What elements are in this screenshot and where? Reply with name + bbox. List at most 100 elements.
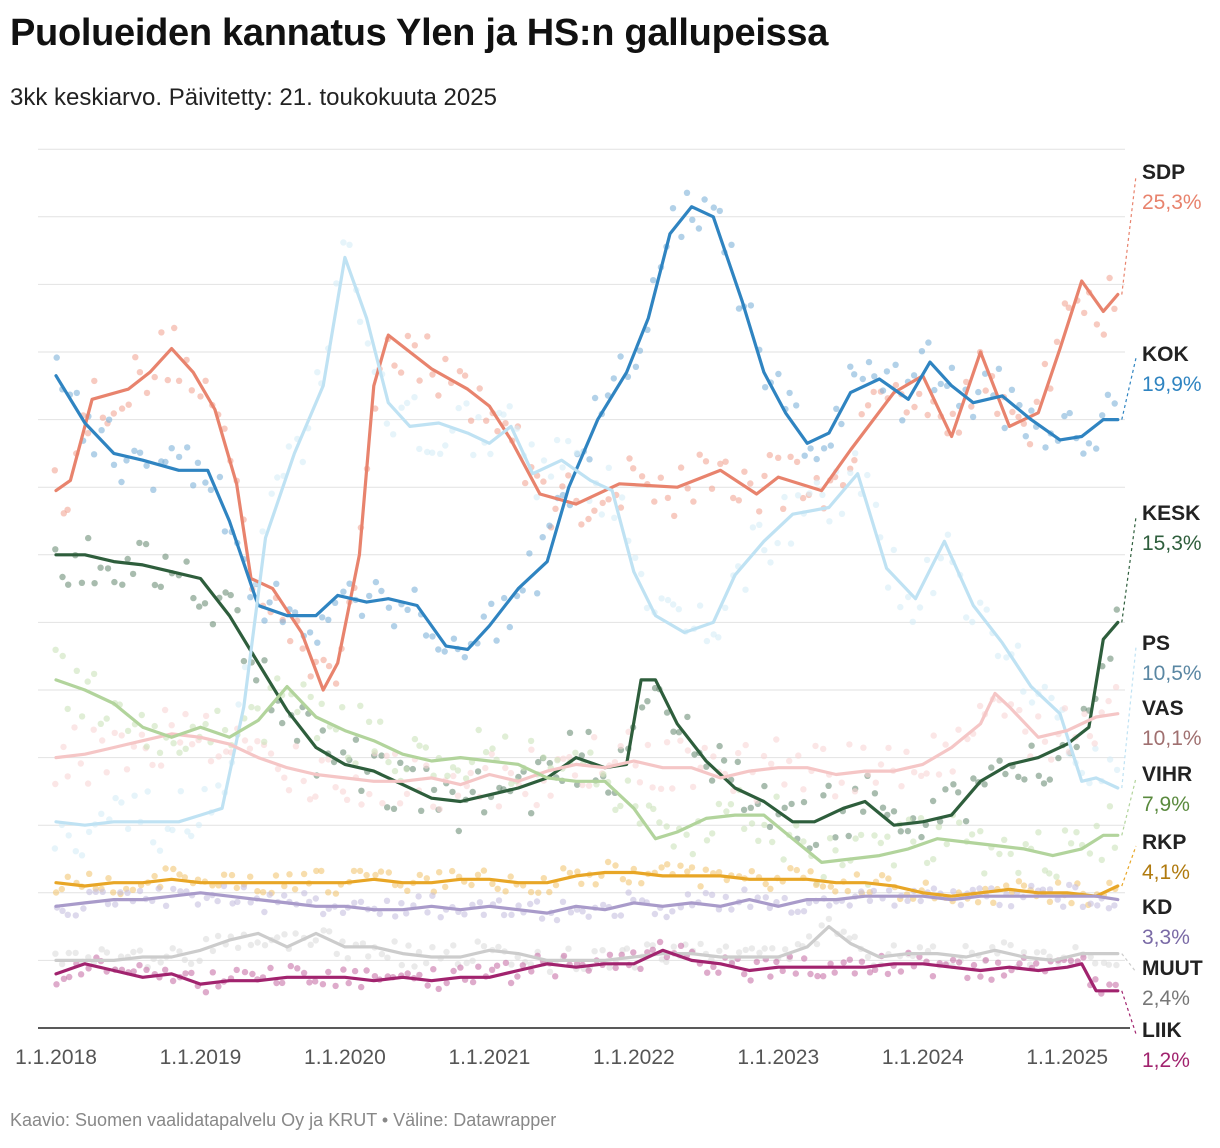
poll-dot: [604, 858, 612, 866]
poll-dot: [677, 942, 685, 949]
poll-dot: [644, 698, 651, 705]
poll-dot: [312, 793, 319, 800]
poll-dot: [1022, 728, 1029, 735]
poll-dot: [136, 962, 143, 969]
poll-dot: [73, 389, 81, 397]
series-line-ps: [54, 255, 1120, 827]
poll-dot: [194, 901, 202, 908]
poll-dot: [359, 940, 367, 947]
poll-dot: [994, 652, 1002, 660]
poll-dot: [378, 752, 385, 759]
poll-dot: [767, 885, 774, 892]
poll-dot: [866, 897, 874, 904]
poll-dot: [300, 969, 308, 977]
poll-dot: [162, 966, 169, 973]
poll-dot: [1100, 331, 1108, 338]
poll-dot: [72, 912, 80, 919]
poll-dot: [527, 900, 534, 908]
poll-dot: [860, 744, 867, 751]
poll-dot: [383, 897, 391, 904]
poll-dot: [221, 726, 229, 734]
poll-dot: [474, 871, 482, 878]
poll-dot: [643, 941, 651, 948]
poll-dot: [502, 420, 509, 427]
poll-dot: [911, 403, 918, 411]
poll-dot: [565, 437, 572, 445]
poll-dot: [430, 786, 438, 794]
poll-dot: [528, 746, 535, 753]
poll-dot: [1046, 886, 1054, 893]
poll-dot: [1111, 305, 1118, 312]
poll-dot: [164, 376, 171, 384]
poll-dot: [350, 867, 358, 875]
poll-dot: [1061, 705, 1069, 712]
poll-dot: [1072, 944, 1079, 951]
poll-dot: [51, 467, 58, 474]
poll-dot: [130, 968, 137, 975]
chart-title: Puolueiden kannatus Ylen ja HS:n gallupe…: [10, 12, 829, 54]
series-value-label: 7,9%: [1142, 793, 1190, 816]
poll-dot: [281, 892, 288, 899]
poll-dot: [306, 979, 313, 986]
poll-dot: [52, 889, 60, 896]
poll-dot: [495, 943, 502, 951]
poll-dot: [461, 372, 469, 379]
poll-dot: [424, 448, 431, 456]
poll-dot: [266, 599, 273, 606]
poll-dot: [351, 899, 358, 906]
poll-dot: [818, 922, 825, 929]
poll-dot: [1020, 949, 1028, 956]
poll-dot: [801, 955, 808, 962]
poll-dot: [878, 872, 886, 879]
poll-dot: [312, 937, 319, 944]
poll-dot: [149, 761, 156, 769]
poll-dot: [812, 742, 819, 750]
poll-dot: [579, 908, 586, 915]
poll-dot: [489, 880, 496, 887]
poll-dot: [170, 740, 177, 747]
poll-dot: [1035, 713, 1042, 720]
poll-dot: [825, 915, 833, 923]
poll-dot: [435, 392, 442, 399]
poll-dot: [605, 464, 612, 471]
poll-dot: [879, 804, 887, 811]
poll-dot: [559, 483, 566, 490]
poll-dot: [937, 555, 944, 562]
poll-dot: [1105, 905, 1113, 912]
poll-dot: [866, 969, 874, 976]
poll-dot: [136, 887, 144, 895]
poll-dot: [169, 977, 177, 985]
poll-dot: [663, 913, 670, 921]
poll-dot: [64, 911, 72, 918]
poll-dot: [539, 534, 546, 541]
poll-dot: [762, 384, 769, 391]
poll-dot: [306, 898, 313, 906]
poll-dot: [85, 534, 92, 542]
poll-dot: [77, 760, 85, 767]
poll-dot: [1081, 710, 1088, 717]
poll-dot: [1104, 391, 1112, 398]
poll-dot: [690, 498, 697, 505]
poll-dot: [1033, 398, 1041, 405]
poll-dot: [688, 864, 696, 871]
poll-dot: [813, 479, 821, 486]
poll-dot: [565, 945, 572, 952]
poll-dot: [182, 710, 189, 718]
poll-dot: [703, 763, 710, 770]
poll-dot: [956, 819, 963, 826]
poll-dot: [117, 889, 124, 896]
poll-dot: [306, 796, 314, 803]
poll-dot: [423, 762, 430, 769]
poll-dot: [754, 894, 761, 901]
poll-dot: [502, 959, 510, 967]
poll-dot: [86, 870, 93, 877]
poll-dot: [233, 966, 240, 974]
poll-dot: [142, 540, 150, 548]
poll-dot: [982, 387, 989, 394]
series-value-label: 2,4%: [1142, 987, 1190, 1010]
poll-dot: [1054, 896, 1061, 903]
poll-dot: [1001, 424, 1008, 432]
poll-dot: [540, 754, 547, 761]
poll-dot: [996, 850, 1003, 858]
x-tick-label: 1.1.2024: [882, 1046, 964, 1069]
